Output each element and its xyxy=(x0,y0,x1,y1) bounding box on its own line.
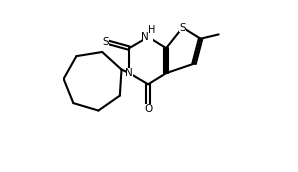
FancyBboxPatch shape xyxy=(126,68,133,78)
Text: N: N xyxy=(125,68,133,78)
Text: N: N xyxy=(141,32,149,42)
Text: H: H xyxy=(148,25,155,35)
Text: S: S xyxy=(179,23,186,33)
Text: O: O xyxy=(144,104,152,114)
FancyBboxPatch shape xyxy=(179,23,186,32)
FancyBboxPatch shape xyxy=(102,37,109,46)
Text: S: S xyxy=(102,37,109,47)
FancyBboxPatch shape xyxy=(145,105,152,114)
FancyBboxPatch shape xyxy=(143,32,153,42)
